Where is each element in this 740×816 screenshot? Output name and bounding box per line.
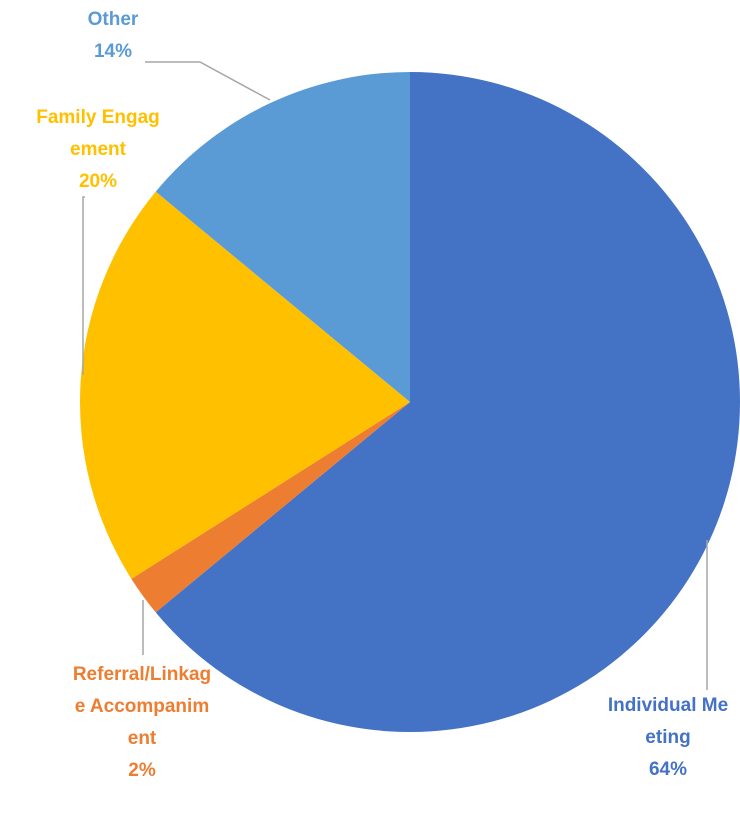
slice xyxy=(79,191,410,579)
percent-label: 2% xyxy=(128,760,156,781)
data-label: Referral/Linkage Accompaniment 2% xyxy=(72,659,212,787)
percent-label: 20% xyxy=(78,171,118,192)
category-label: Individual Meeting xyxy=(607,695,729,748)
slices xyxy=(79,72,740,733)
leader-lines xyxy=(82,61,708,690)
leader-line xyxy=(82,196,85,375)
data-label: Other 14% xyxy=(53,4,173,68)
leader-line xyxy=(145,61,271,101)
percent-label: 14% xyxy=(93,41,133,62)
slice xyxy=(131,402,411,613)
data-label: Family Engagement 20% xyxy=(33,102,163,198)
slice xyxy=(155,72,410,402)
data-label: Individual Meeting 64% xyxy=(603,690,733,786)
percent-label: 64% xyxy=(648,759,688,780)
category-label: Family Engagement xyxy=(36,107,160,160)
category-label: Referral/Linkage Accompaniment xyxy=(72,664,212,749)
category-label: Other xyxy=(87,9,139,30)
slice xyxy=(155,72,740,733)
